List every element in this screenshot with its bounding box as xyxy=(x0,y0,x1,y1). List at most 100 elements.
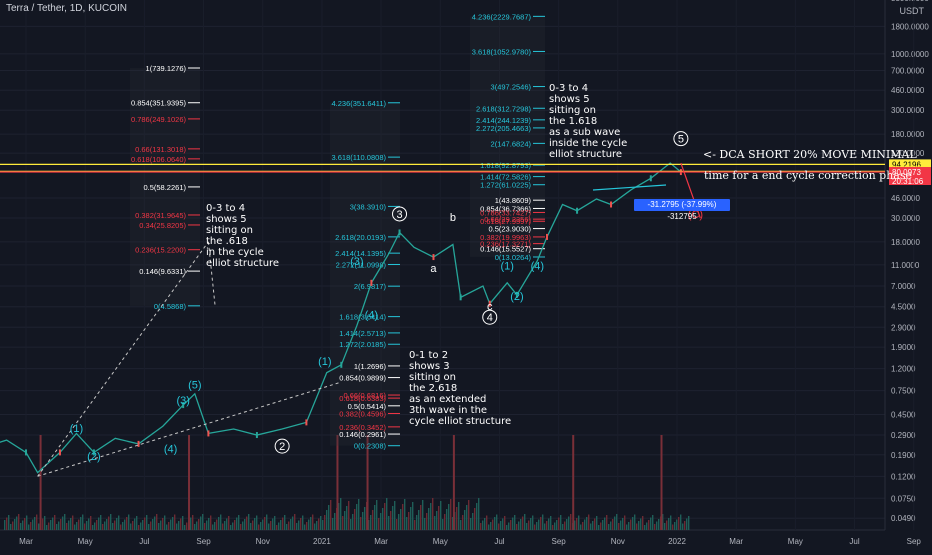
volume-bar xyxy=(352,514,354,530)
volume-bar xyxy=(74,524,76,530)
volume-bar xyxy=(472,513,474,530)
volume-bar xyxy=(114,520,116,530)
volume-bar xyxy=(386,498,388,530)
fib-zone xyxy=(330,102,400,446)
volume-bar xyxy=(448,504,450,530)
volume-bar xyxy=(216,519,218,530)
volume-bar xyxy=(94,522,96,530)
volume-bar xyxy=(522,516,524,530)
fib-level-label: 3.618(110.0808) xyxy=(332,153,387,162)
volume-bar xyxy=(598,525,600,530)
volume-bar xyxy=(214,522,216,530)
volume-bar xyxy=(592,521,594,530)
volume-bar xyxy=(656,521,658,530)
volume-bar xyxy=(246,516,248,530)
volume-bar xyxy=(570,514,572,530)
volume-bar xyxy=(560,515,562,530)
volume-bar xyxy=(492,519,494,530)
wave-label: (1) xyxy=(318,356,331,368)
y-tick-label: 180.0000 xyxy=(891,130,925,139)
volume-bar xyxy=(44,516,46,530)
volume-bar xyxy=(468,500,470,530)
volume-bar xyxy=(58,521,60,530)
candle xyxy=(305,419,308,426)
volume-bar xyxy=(230,525,232,530)
volume-bar xyxy=(138,525,140,530)
volume-bar xyxy=(296,523,298,530)
wave-label: 5 xyxy=(678,134,684,146)
volume-bar xyxy=(252,520,254,530)
fib-level-label: 0.146(15.5527) xyxy=(480,245,531,254)
volume-bar xyxy=(526,523,528,530)
volume-bar xyxy=(206,520,208,530)
volume-bar xyxy=(532,515,534,530)
volume-bar xyxy=(132,521,134,530)
volume-bar xyxy=(146,515,148,530)
volume-bar xyxy=(236,517,238,530)
wave-label-circle xyxy=(392,206,408,222)
volume-bar xyxy=(510,520,512,530)
fib-level-label: 0.236(15.2200) xyxy=(135,246,186,255)
fib-level-label: 2.414(244.1239) xyxy=(476,116,532,125)
volume-bar xyxy=(62,516,64,530)
volume-bar xyxy=(332,518,334,530)
volume-bar xyxy=(134,518,136,530)
volume-bar xyxy=(288,521,290,530)
volume-bar xyxy=(628,522,630,530)
volume-bar xyxy=(548,518,550,530)
fib-level-label: 3.618(1052.9780) xyxy=(472,47,532,56)
volume-bar xyxy=(666,520,668,530)
volume-bar xyxy=(380,513,382,530)
volume-bar xyxy=(52,517,54,530)
volume-bar xyxy=(606,515,608,530)
volume-bar xyxy=(82,514,84,530)
volume-bar xyxy=(446,509,448,530)
candle xyxy=(370,279,373,286)
volume-bar xyxy=(222,523,224,530)
wave-label: (2) xyxy=(510,291,523,303)
volume-bar xyxy=(204,523,206,530)
y-tick-label: 11.0000 xyxy=(891,261,920,270)
volume-bar xyxy=(160,520,162,530)
volume-bar xyxy=(218,517,220,530)
volume-bar xyxy=(682,523,684,530)
volume-bar xyxy=(424,518,426,530)
volume-bar xyxy=(130,523,132,530)
volume-bar xyxy=(610,521,612,530)
volume-bar xyxy=(18,514,20,530)
volume-bar xyxy=(394,501,396,530)
volume-bar xyxy=(306,522,308,530)
volume-bar xyxy=(406,517,408,530)
volume-bar xyxy=(122,522,124,530)
x-tick-label: Mar xyxy=(19,537,33,546)
wave-channel-line xyxy=(592,184,667,191)
volume-bar xyxy=(516,524,518,530)
volume-bar xyxy=(356,504,358,530)
volume-bar xyxy=(442,519,444,530)
volume-bar xyxy=(622,518,624,530)
y-tick-label: 1.9000 xyxy=(891,343,916,352)
volume-bar xyxy=(76,522,78,530)
volume-bar xyxy=(186,522,188,530)
volume-bar xyxy=(228,516,230,530)
volume-bar xyxy=(318,518,320,530)
volume-bar xyxy=(276,525,278,530)
measure-tool-label[interactable]: -31.2795 (-37.99%) -312795 xyxy=(634,199,730,221)
volume-bar xyxy=(102,524,104,530)
volume-bar xyxy=(20,523,22,530)
annotation-dca-short: <- DCA SHORT 20% MOVE MINIMAL xyxy=(703,148,917,161)
volume-bar xyxy=(184,525,186,530)
volume-bar xyxy=(170,519,172,530)
fib-level-label: 2(147.6824) xyxy=(491,139,532,148)
fib-level-label: 0.34(25.8205) xyxy=(139,221,186,230)
volume-bar xyxy=(664,523,666,530)
candle xyxy=(649,175,652,182)
volume-bar xyxy=(480,523,482,530)
volume-bar xyxy=(536,522,538,530)
volume-bar xyxy=(450,499,452,530)
annotation-wave-late-2021: 0-3 to 4 shows 5 sitting on the 1.618 as… xyxy=(549,83,628,160)
volume-bar xyxy=(290,519,292,530)
volume-bar xyxy=(520,519,522,530)
